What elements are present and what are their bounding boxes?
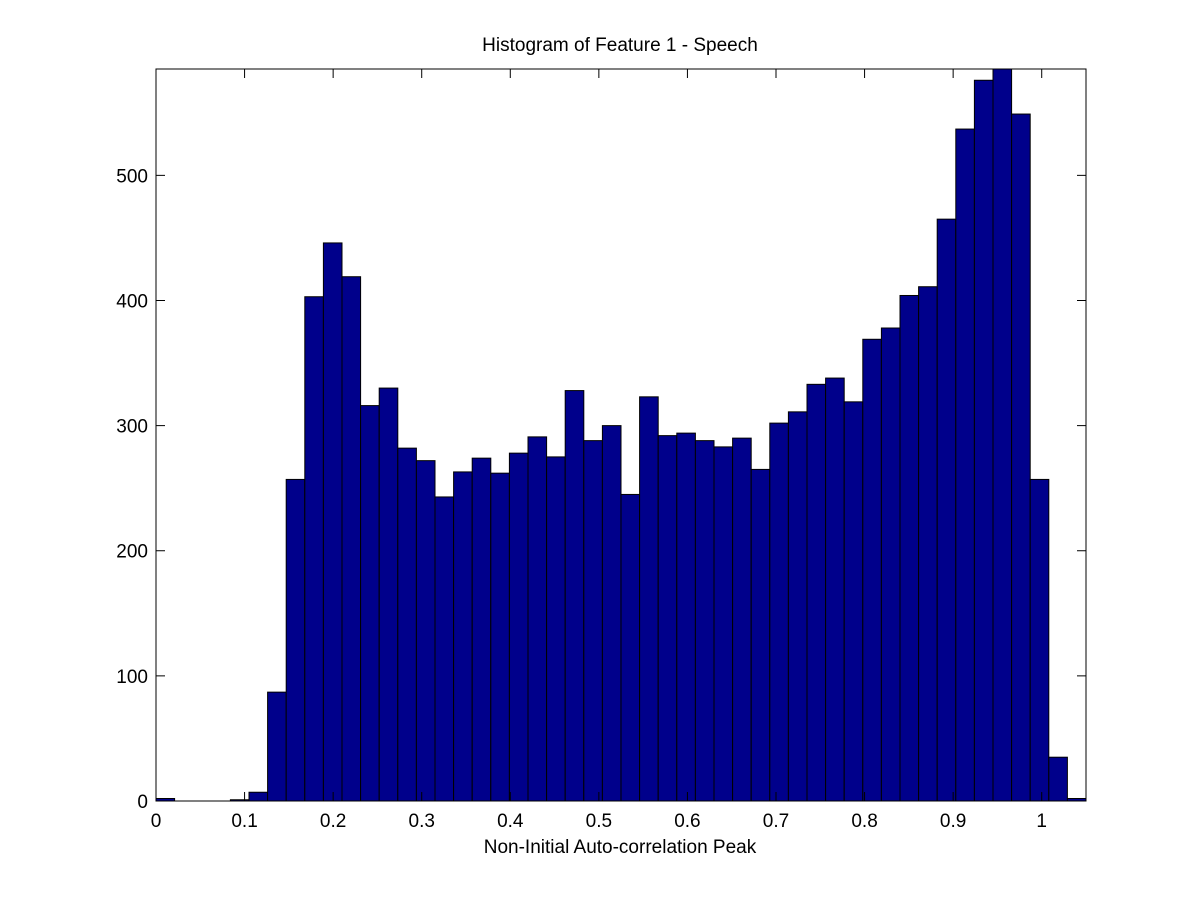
histogram-bar	[490, 472, 510, 802]
x-tick-label: 0.1	[231, 811, 257, 832]
x-tick-label: 0.3	[409, 811, 435, 832]
histogram-bar	[955, 128, 975, 802]
x-tick-label: 0.6	[674, 811, 700, 832]
x-tick-label: 0.5	[586, 811, 612, 832]
histogram-bar	[992, 68, 1013, 802]
histogram-bar	[1048, 756, 1068, 802]
histogram-bar	[732, 437, 752, 802]
histogram-bar	[304, 296, 324, 802]
histogram-bar	[769, 422, 789, 802]
y-tick-label: 500	[116, 166, 148, 187]
histogram-bar	[397, 447, 417, 802]
histogram-bar	[806, 383, 827, 802]
x-tick-label: 0.7	[763, 811, 789, 832]
histogram-bar	[676, 432, 696, 802]
histogram-bar	[787, 411, 808, 802]
y-tick-label: 0	[137, 792, 148, 813]
y-tick-label: 200	[116, 542, 148, 563]
histogram-bar	[1029, 478, 1050, 802]
histogram-bar	[546, 456, 566, 802]
histogram-bar	[378, 387, 399, 802]
x-tick-label: 0.8	[851, 811, 877, 832]
histogram-bar	[601, 425, 622, 802]
histogram-bar	[564, 390, 585, 802]
y-tick-label: 300	[116, 417, 148, 438]
histogram-bar	[285, 478, 306, 802]
x-tick-label: 0.4	[497, 811, 524, 832]
histogram-bar	[639, 396, 659, 802]
histogram-bar	[713, 446, 734, 802]
x-tick-label: 0	[151, 811, 162, 832]
histogram-bar	[434, 496, 455, 802]
histogram-bar	[825, 377, 845, 802]
histogram-bar	[322, 242, 343, 802]
histogram-bar	[248, 791, 269, 802]
histogram-bar	[527, 436, 548, 802]
x-axis-label: Non-Initial Auto-correlation Peak	[484, 837, 757, 858]
x-tick-label: 1	[1036, 811, 1047, 832]
bars-group	[155, 68, 1087, 802]
y-tick-label: 400	[116, 291, 148, 312]
histogram-bar	[1011, 113, 1031, 802]
histogram-bar	[508, 452, 529, 802]
histogram-bar	[471, 457, 492, 802]
histogram-bar	[936, 218, 957, 802]
histogram-bar	[341, 276, 362, 802]
histogram-bar	[750, 468, 771, 802]
x-tick-label: 0.9	[940, 811, 966, 832]
x-tick-label: 0.2	[320, 811, 346, 832]
plot-frame	[155, 68, 1087, 802]
histogram-bar	[415, 460, 436, 802]
histogram-bar	[918, 286, 938, 802]
histogram-bar	[453, 471, 473, 802]
histogram-bar	[583, 440, 603, 802]
histogram-bar	[843, 401, 864, 802]
histogram-bar	[694, 440, 715, 802]
histogram-bar	[862, 338, 882, 802]
y-tick-label: 100	[116, 667, 148, 688]
histogram-bar	[267, 691, 287, 802]
histogram-bar	[657, 435, 678, 802]
histogram-bar	[973, 79, 994, 802]
chart-title: Histogram of Feature 1 - Speech	[482, 35, 758, 56]
histogram-bar	[620, 493, 641, 802]
histogram-bar	[899, 294, 920, 802]
histogram-bar	[880, 327, 901, 802]
histogram-bar	[360, 405, 380, 802]
